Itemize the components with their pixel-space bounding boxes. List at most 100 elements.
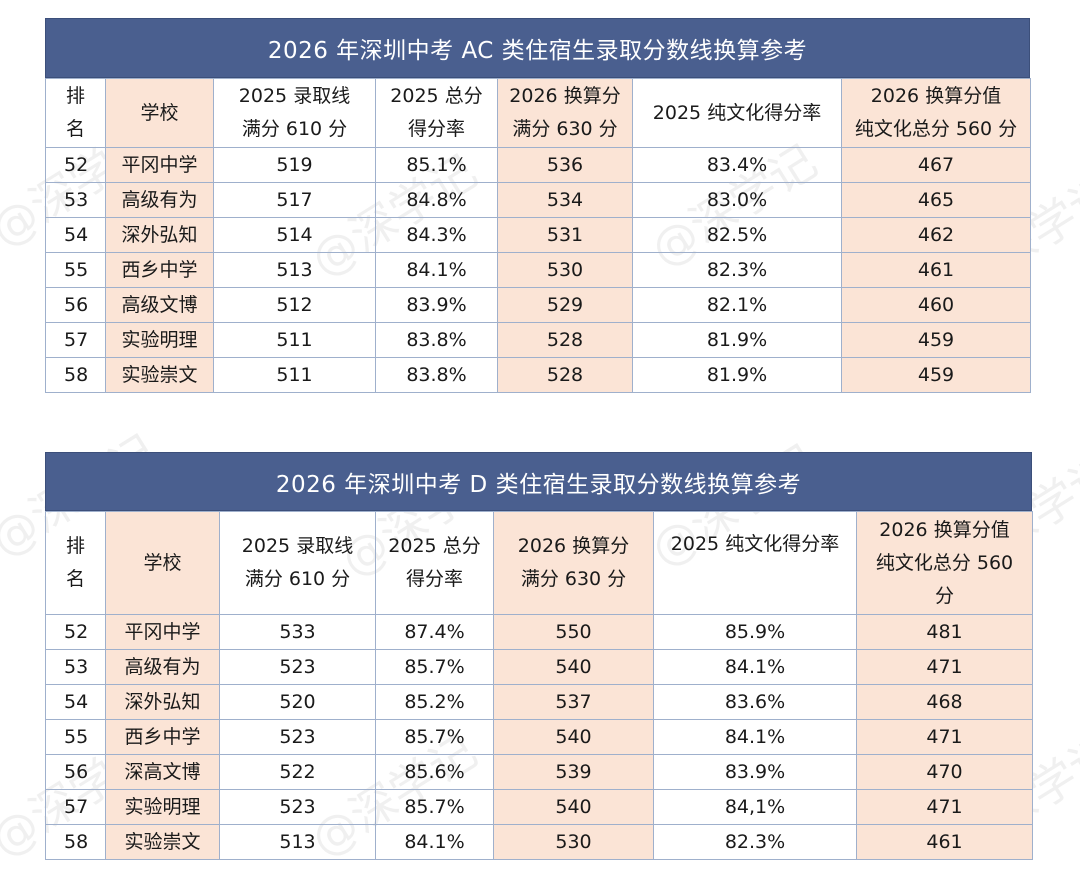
cell-2026-converted: 536 <box>497 147 633 183</box>
cell-2025-cutoff: 523 <box>219 649 376 685</box>
cell-school: 高级有为 <box>105 649 220 685</box>
cell-2026-culture-score: 461 <box>856 824 1033 860</box>
cell-school: 实验明理 <box>105 789 220 825</box>
cell-2026-culture-score: 468 <box>856 684 1033 720</box>
cell-2025-rate: 83.9% <box>375 287 498 323</box>
cell-2025-cutoff: 513 <box>213 252 376 288</box>
cell-school: 西乡中学 <box>105 252 214 288</box>
cell-2026-converted: 537 <box>493 684 654 720</box>
cell-2025-cutoff: 533 <box>219 614 376 650</box>
d-admission-table: 2026 年深圳中考 D 类住宿生录取分数线换算参考 排 名 学校 2025 录… <box>45 452 1033 860</box>
table-row: 52 平冈中学 519 85.1% 536 83.4% 467 <box>45 147 1031 183</box>
score-table: 排 名 学校 2025 录取线 满分 610 分 2025 总分 得分率 202… <box>45 511 1033 860</box>
score-table: 排 名 学校 2025 录取线 满分 610 分 2025 总分 得分率 202… <box>45 78 1031 393</box>
table-row: 55 西乡中学 513 84.1% 530 82.3% 461 <box>45 252 1031 288</box>
cell-2025-culture-rate: 84.1% <box>653 719 857 755</box>
cell-2025-cutoff: 519 <box>213 147 376 183</box>
cell-rank: 52 <box>45 614 106 650</box>
cell-2026-converted: 539 <box>493 754 654 790</box>
table-row: 58 实验崇文 513 84.1% 530 82.3% 461 <box>45 824 1033 860</box>
header-row: 排 名 学校 2025 录取线 满分 610 分 2025 总分 得分率 202… <box>45 78 1031 148</box>
cell-2026-culture-score: 459 <box>841 357 1031 393</box>
cell-2025-culture-rate: 83.4% <box>632 147 842 183</box>
cell-rank: 52 <box>45 147 106 183</box>
cell-2025-rate: 84.8% <box>375 182 498 218</box>
table-row: 53 高级有为 517 84.8% 534 83.0% 465 <box>45 182 1031 218</box>
cell-rank: 55 <box>45 719 106 755</box>
cell-school: 实验崇文 <box>105 824 220 860</box>
cell-rank: 55 <box>45 252 106 288</box>
cell-2026-converted: 540 <box>493 789 654 825</box>
cell-2026-converted: 529 <box>497 287 633 323</box>
cell-2025-culture-rate: 84.1% <box>653 649 857 685</box>
cell-2025-rate: 85.7% <box>375 789 494 825</box>
table-row: 54 深外弘知 520 85.2% 537 83.6% 468 <box>45 684 1033 720</box>
cell-2026-culture-score: 467 <box>841 147 1031 183</box>
table-row: 54 深外弘知 514 84.3% 531 82.5% 462 <box>45 217 1031 253</box>
cell-school: 西乡中学 <box>105 719 220 755</box>
ac-admission-table: 2026 年深圳中考 AC 类住宿生录取分数线换算参考 排 名 学校 2025 … <box>45 18 1031 393</box>
cell-2026-culture-score: 461 <box>841 252 1031 288</box>
cell-school: 平冈中学 <box>105 147 214 183</box>
cell-2025-rate: 85.1% <box>375 147 498 183</box>
cell-rank: 54 <box>45 684 106 720</box>
cell-school: 深外弘知 <box>105 684 220 720</box>
cell-2025-cutoff: 514 <box>213 217 376 253</box>
cell-2026-culture-score: 459 <box>841 322 1031 358</box>
table-row: 52 平冈中学 533 87.4% 550 85.9% 481 <box>45 614 1033 650</box>
cell-2026-culture-score: 465 <box>841 182 1031 218</box>
table-title: 2026 年深圳中考 AC 类住宿生录取分数线换算参考 <box>45 18 1030 78</box>
cell-rank: 56 <box>45 754 106 790</box>
table-row: 57 实验明理 523 85.7% 540 84,1% 471 <box>45 789 1033 825</box>
header-2025-cutoff: 2025 录取线 满分 610 分 <box>213 78 376 148</box>
cell-2026-culture-score: 481 <box>856 614 1033 650</box>
cell-2025-cutoff: 511 <box>213 322 376 358</box>
cell-2025-cutoff: 511 <box>213 357 376 393</box>
cell-school: 高级文博 <box>105 287 214 323</box>
table-row: 56 深高文博 522 85.6% 539 83.9% 470 <box>45 754 1033 790</box>
cell-2025-rate: 85.6% <box>375 754 494 790</box>
cell-2025-culture-rate: 84,1% <box>653 789 857 825</box>
cell-school: 实验明理 <box>105 322 214 358</box>
cell-rank: 53 <box>45 182 106 218</box>
cell-2026-converted: 531 <box>497 217 633 253</box>
cell-2025-rate: 84.1% <box>375 252 498 288</box>
cell-2026-converted: 540 <box>493 649 654 685</box>
cell-2025-cutoff: 523 <box>219 789 376 825</box>
cell-rank: 56 <box>45 287 106 323</box>
header-2025-culture-rate: 2025 纯文化得分率 <box>632 78 842 148</box>
cell-2025-rate: 85.2% <box>375 684 494 720</box>
header-2026-culture-score: 2026 换算分值 纯文化总分 560 分 <box>856 511 1033 615</box>
cell-2025-culture-rate: 82.3% <box>653 824 857 860</box>
cell-2025-rate: 87.4% <box>375 614 494 650</box>
cell-2026-converted: 528 <box>497 322 633 358</box>
cell-2026-converted: 550 <box>493 614 654 650</box>
cell-2025-cutoff: 512 <box>213 287 376 323</box>
cell-2026-culture-score: 471 <box>856 649 1033 685</box>
cell-2026-converted: 534 <box>497 182 633 218</box>
cell-rank: 58 <box>45 357 106 393</box>
cell-2026-converted: 530 <box>493 824 654 860</box>
cell-2026-culture-score: 460 <box>841 287 1031 323</box>
header-rank: 排 名 <box>45 78 106 148</box>
table-title: 2026 年深圳中考 D 类住宿生录取分数线换算参考 <box>45 452 1032 511</box>
header-row: 排 名 学校 2025 录取线 满分 610 分 2025 总分 得分率 202… <box>45 511 1033 615</box>
table-row: 55 西乡中学 523 85.7% 540 84.1% 471 <box>45 719 1033 755</box>
cell-2025-culture-rate: 85.9% <box>653 614 857 650</box>
cell-2026-converted: 528 <box>497 357 633 393</box>
cell-rank: 54 <box>45 217 106 253</box>
header-school: 学校 <box>105 78 214 148</box>
header-2026-converted: 2026 换算分 满分 630 分 <box>493 511 654 615</box>
header-2026-converted: 2026 换算分 满分 630 分 <box>497 78 633 148</box>
cell-2025-culture-rate: 82.1% <box>632 287 842 323</box>
cell-rank: 57 <box>45 789 106 825</box>
cell-2025-cutoff: 513 <box>219 824 376 860</box>
cell-2026-converted: 540 <box>493 719 654 755</box>
cell-2026-culture-score: 470 <box>856 754 1033 790</box>
table-row: 58 实验崇文 511 83.8% 528 81.9% 459 <box>45 357 1031 393</box>
cell-school: 深外弘知 <box>105 217 214 253</box>
header-2025-rate: 2025 总分 得分率 <box>375 78 498 148</box>
cell-2025-culture-rate: 83.0% <box>632 182 842 218</box>
cell-2025-culture-rate: 83.9% <box>653 754 857 790</box>
header-2025-rate: 2025 总分 得分率 <box>375 511 494 615</box>
